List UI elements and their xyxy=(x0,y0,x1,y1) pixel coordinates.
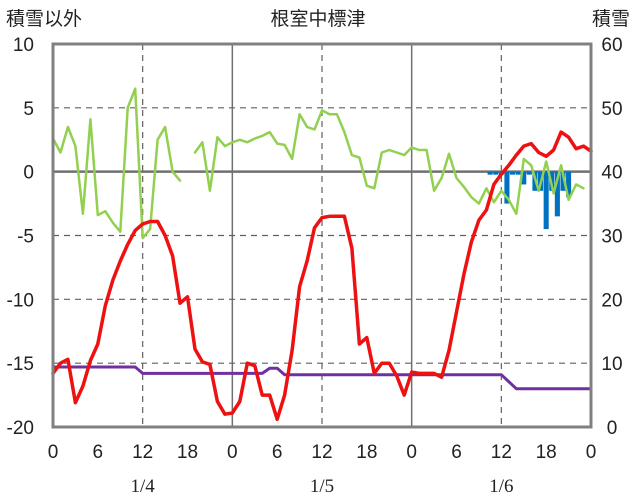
x-tick-label-9: 6 xyxy=(451,442,462,463)
left-tick-label-5: -15 xyxy=(7,354,34,375)
snow-bar-6 xyxy=(521,171,527,185)
snow-bar-5 xyxy=(515,171,521,175)
plot-frame xyxy=(51,42,593,429)
snow-bar-4 xyxy=(510,171,516,175)
snow-bar-1 xyxy=(493,171,499,175)
x-tick-label-5: 6 xyxy=(272,442,283,463)
x-tick-label-8: 0 xyxy=(406,442,417,463)
snow-bar-14 xyxy=(566,171,572,198)
right-tick-label-5: 10 xyxy=(601,354,622,375)
right-tick-label-0: 60 xyxy=(601,35,622,56)
date-label-1: 1/5 xyxy=(310,476,334,497)
left-tick-label-1: 5 xyxy=(23,99,34,120)
x-tick-label-11: 18 xyxy=(536,442,557,463)
left-tick-label-0: 10 xyxy=(13,35,34,56)
right-tick-label-3: 30 xyxy=(601,227,622,248)
left-tick-label-3: -5 xyxy=(17,227,34,248)
snow-bar-3 xyxy=(504,171,510,204)
x-tick-label-2: 12 xyxy=(132,442,153,463)
x-tick-label-7: 18 xyxy=(356,442,377,463)
series-line-2-0 xyxy=(51,365,593,391)
left-tick-label-2: 0 xyxy=(23,163,34,184)
x-tick-label-3: 18 xyxy=(177,442,198,463)
left-tick-label-6: -20 xyxy=(7,418,34,439)
x-tick-label-12: 0 xyxy=(586,442,597,463)
right-tick-label-4: 20 xyxy=(601,290,622,311)
snow-bar-7 xyxy=(526,171,532,175)
snow-bar-10 xyxy=(543,171,549,230)
left-axis-ticks: 10 5 0 -5 -10 -15 -20 xyxy=(7,35,34,439)
chart-title: 根室中標津 xyxy=(270,8,365,30)
series-line-0-0 xyxy=(51,130,593,422)
line-series xyxy=(51,87,593,422)
right-tick-label-6: 0 xyxy=(607,418,618,439)
snow-bar-13 xyxy=(560,171,566,191)
x-tick-label-0: 0 xyxy=(48,442,59,463)
x-axis-ticks: 0 6 12 18 0 6 12 18 0 6 12 18 0 xyxy=(48,442,597,463)
x-tick-label-4: 0 xyxy=(227,442,238,463)
snow-bar-12 xyxy=(554,171,560,217)
series-line-1-0 xyxy=(51,87,182,240)
x-tick-label-1: 6 xyxy=(93,442,104,463)
right-tick-label-2: 40 xyxy=(601,163,622,184)
date-label-0: 1/4 xyxy=(131,476,156,497)
x-tick-label-6: 12 xyxy=(311,442,332,463)
series-line-1-1 xyxy=(193,109,585,216)
left-axis-label: 積雪以外 xyxy=(6,8,82,30)
right-tick-label-1: 50 xyxy=(601,99,622,120)
date-labels: 1/4 1/5 1/6 xyxy=(131,476,514,497)
x-tick-label-10: 12 xyxy=(491,442,512,463)
left-tick-label-4: -10 xyxy=(7,290,34,311)
right-axis-label: 積雪 xyxy=(592,8,630,30)
right-axis-ticks: 60 50 40 30 20 10 0 xyxy=(601,35,622,439)
snow-bar-0 xyxy=(487,171,493,175)
date-label-2: 1/6 xyxy=(489,476,513,497)
